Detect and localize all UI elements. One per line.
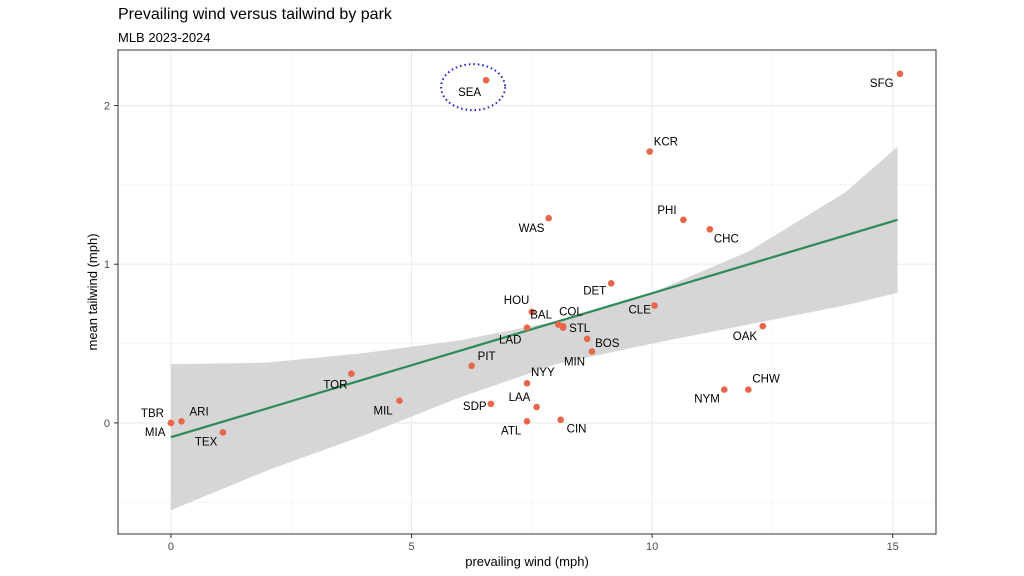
- point-cle: [651, 302, 658, 309]
- x-tick-label: 10: [646, 541, 658, 553]
- point-lad: [523, 324, 531, 332]
- y-tick-label: 2: [104, 101, 110, 113]
- point-laa: [533, 403, 540, 411]
- point-label-chc: CHC: [714, 233, 739, 245]
- point-label-cle: CLE: [629, 304, 652, 316]
- point-sea: [482, 76, 490, 84]
- chart-title: Prevailing wind versus tailwind by park: [118, 6, 392, 23]
- point-tex: [219, 429, 227, 436]
- point-hou: [528, 308, 536, 316]
- point-label-tor: TOR: [323, 380, 347, 392]
- highlight-ellipse: [440, 63, 507, 112]
- point-was: [545, 214, 552, 222]
- point-phi: [680, 216, 687, 224]
- x-tick-label: 5: [408, 541, 414, 553]
- point-label-chw: CHW: [752, 374, 780, 386]
- point-label-hou: HOU: [504, 295, 530, 307]
- points-layer: [167, 70, 904, 436]
- point-labels-layer: TBR MIA ARI TEX TOR MIL PIT SDP SEA ATL NYY LAA LAD H…: [141, 63, 894, 448]
- point-label-phi: PHI: [657, 205, 676, 217]
- point-pit: [468, 362, 475, 370]
- x-tick-label: 15: [887, 541, 899, 553]
- point-chw: [745, 386, 752, 393]
- point-nyy: [523, 379, 531, 387]
- point-sfg: [896, 70, 904, 78]
- point-label-sfg: SFG: [870, 78, 894, 90]
- point-label-kcr: KCR: [654, 137, 678, 149]
- point-label-nyy: NYY: [531, 367, 555, 379]
- point-chc: [706, 226, 714, 233]
- point-label-atl: ATL: [501, 425, 522, 437]
- point-label-nym: NYM: [694, 394, 720, 406]
- point-label-det: DET: [583, 285, 606, 297]
- point-stl: [559, 322, 567, 330]
- point-kcr: [646, 148, 653, 155]
- chart-subtitle: MLB 2023-2024: [118, 30, 211, 45]
- point-label-tex: TEX: [195, 436, 218, 448]
- trend-line: [170, 218, 898, 439]
- point-label-stl: STL: [569, 323, 591, 335]
- point-label-oak: OAK: [733, 331, 758, 343]
- y-tick-label: 1: [104, 259, 110, 271]
- point-label-sdp: SDP: [463, 401, 487, 413]
- point-label-col: COL: [559, 307, 583, 319]
- point-label-mia: MIA: [145, 427, 166, 439]
- y-tick-label: 0: [104, 418, 110, 430]
- point-label-pit: PIT: [478, 351, 496, 363]
- point-label-was: WAS: [519, 223, 545, 235]
- point-det: [607, 279, 615, 287]
- point-nym: [720, 386, 728, 393]
- point-label-bos: BOS: [595, 338, 620, 350]
- point-label-cin: CIN: [567, 424, 587, 436]
- axis-layer: 0 5 10 15 0 1 2 prevailing wind (mph) mean tailw…: [85, 101, 899, 569]
- point-label-ari: ARI: [190, 406, 209, 418]
- trend-line-layer: [170, 218, 898, 439]
- point-label-lad: LAD: [499, 335, 521, 347]
- point-label-min: MIN: [564, 357, 585, 369]
- y-axis-title: mean tailwind (mph): [85, 233, 100, 350]
- point-mil: [396, 397, 403, 405]
- point-label-bal: BAL: [530, 310, 552, 322]
- point-label-laa: LAA: [509, 392, 531, 404]
- point-bos: [583, 335, 591, 343]
- point-atl: [523, 418, 531, 425]
- plot-frame: [117, 49, 937, 535]
- point-label-tbr: TBR: [141, 408, 164, 420]
- x-tick-label: 0: [168, 541, 174, 553]
- point-ari: [178, 418, 185, 425]
- point-oak: [759, 322, 767, 330]
- point-label-sea: SEA: [458, 87, 481, 99]
- point-tor: [348, 370, 355, 378]
- point-label-mil: MIL: [373, 406, 393, 418]
- point-mia: [167, 419, 175, 427]
- plot-frame-layer: [117, 49, 937, 535]
- point-min: [588, 348, 596, 355]
- point-cin: [557, 416, 564, 424]
- x-axis-title: prevailing wind (mph): [465, 554, 589, 569]
- point-sdp: [487, 400, 495, 408]
